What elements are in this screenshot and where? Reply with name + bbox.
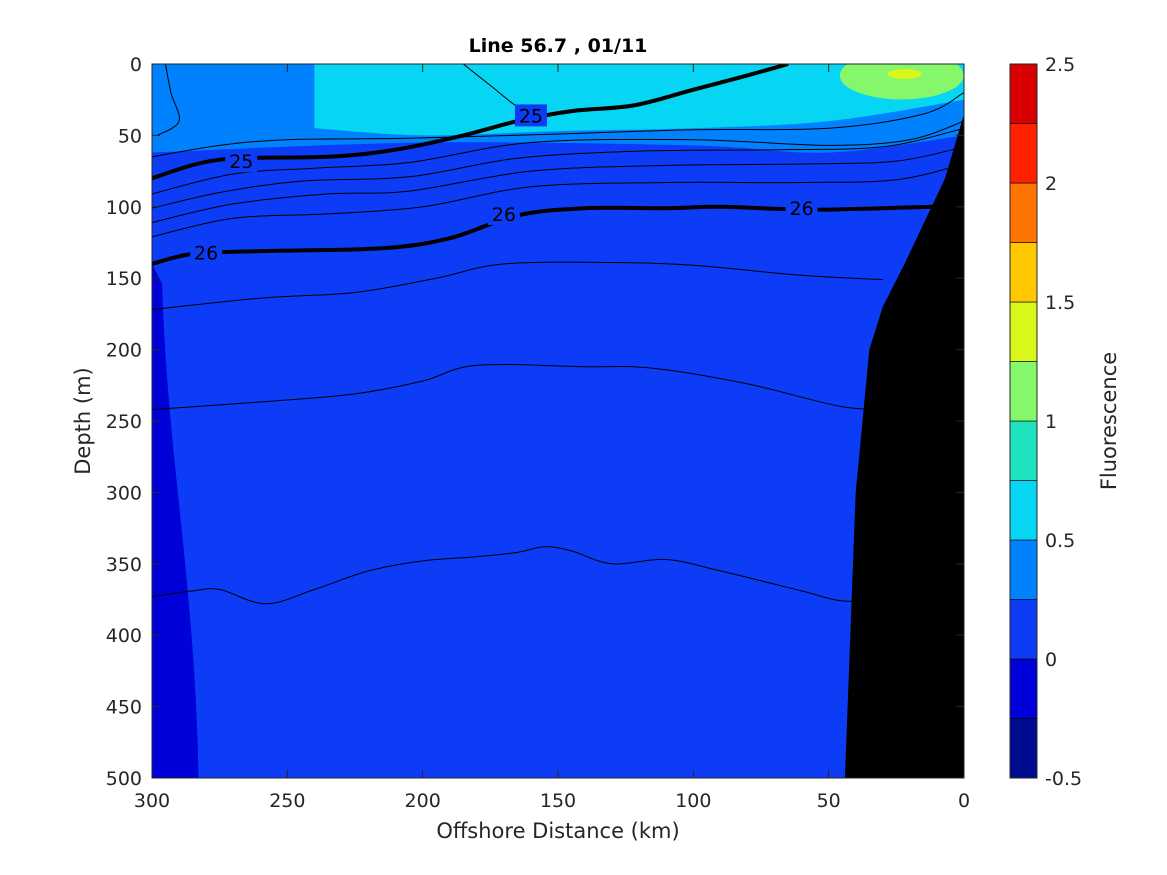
plot-area: 25 25 26 26 26 (152, 64, 964, 778)
colorbar-tick-label: 1 (1045, 411, 1057, 433)
colorbar-segment (1009, 63, 1038, 124)
isopycnal-line-5 (152, 146, 964, 223)
y-tick-label: 150 (106, 268, 142, 290)
y-tick-label: 50 (118, 125, 142, 147)
fill-region-upper-maximum (314, 64, 964, 136)
density-contours (152, 64, 964, 605)
fill-region-nearshore-peak (887, 68, 922, 79)
isopycnal-26 (152, 204, 964, 266)
y-tick-label: 400 (106, 625, 142, 647)
colorbar-segment (1009, 182, 1038, 243)
isopycnal-line-2 (152, 92, 964, 158)
x-tick-label: 250 (269, 790, 305, 812)
y-axis: 0 50 100 150 200 250 300 350 400 450 500 (106, 54, 964, 790)
colorbar-segment (1009, 123, 1038, 184)
colorbar-tick-label: 1.5 (1045, 292, 1075, 314)
colorbar-tick-label: -0.5 (1045, 768, 1082, 790)
seafloor-mask (844, 114, 964, 778)
isopycnal-line-9 (152, 546, 883, 605)
contour-label-bg (785, 197, 818, 220)
y-tick-label: 0 (130, 54, 142, 76)
y-tick-label: 200 (106, 340, 142, 362)
colorbar-segment (1009, 301, 1038, 362)
colorbar-segment (1009, 420, 1038, 481)
fill-region-nearshore-patch (839, 64, 964, 100)
isopycnal-line-3 (152, 120, 964, 195)
y-tick-label: 350 (106, 554, 142, 576)
contour-label-25: 25 (519, 105, 543, 127)
contour-label-26: 26 (492, 204, 516, 226)
base-fill-region (152, 64, 964, 778)
colorbar-segment (1009, 718, 1038, 779)
contour-label-25: 25 (229, 151, 253, 173)
colorbar-tick-label: 2.5 (1045, 54, 1075, 76)
y-axis-label: Depth (m) (71, 367, 95, 474)
colorbar-tick-label: 0 (1045, 649, 1057, 671)
colorbar-tick-label: 0.5 (1045, 530, 1075, 552)
x-tick-label: 300 (134, 790, 170, 812)
offshore-surface-line (157, 64, 180, 136)
x-axis-label: Offshore Distance (km) (436, 819, 679, 843)
x-tick-label: 150 (540, 790, 576, 812)
contour-label-bg (487, 202, 520, 225)
contour-label-26: 26 (790, 198, 814, 220)
bathymetry-mask (844, 114, 964, 778)
y-tick-label: 250 (106, 411, 142, 433)
fill-regions (152, 64, 964, 778)
isopycnal-line-8 (152, 363, 891, 411)
colorbar-frame (1009, 63, 1038, 779)
x-axis: 300 250 200 150 100 50 0 (134, 64, 970, 812)
y-tick-label: 450 (106, 697, 142, 719)
x-tick-label: 100 (675, 790, 711, 812)
isopycnal-line-7 (152, 261, 883, 311)
colorbar-segment (1009, 361, 1038, 422)
colorbar-segment (1009, 599, 1038, 660)
colorbar-label: Fluorescence (1097, 352, 1121, 490)
fill-region-offshore-deep-column (152, 263, 199, 778)
colorbar-segment (1009, 480, 1038, 541)
contour-labels: 25 25 26 26 26 (190, 104, 818, 264)
y-tick-label: 500 (106, 768, 142, 790)
isopycnal-line-6 (152, 163, 964, 238)
isopycnal-25 (152, 64, 789, 181)
contour-label-bg (225, 150, 258, 173)
contour-label-bg (190, 241, 223, 264)
contour-label-26: 26 (194, 242, 218, 264)
x-tick-label: 50 (817, 790, 841, 812)
x-tick-label: 200 (405, 790, 441, 812)
y-tick-label: 100 (106, 197, 142, 219)
colorbar-segment (1009, 658, 1038, 719)
colorbar-segment (1009, 539, 1038, 600)
chart-title: Line 56.7 , 01/11 (469, 35, 648, 57)
contour-label-bg (514, 104, 547, 127)
x-tick-label: 0 (958, 790, 970, 812)
isopycnal-line-4 (152, 127, 964, 209)
colorbar-segment (1009, 242, 1038, 303)
colorbar: 2.5 2 1.5 1 0.5 0 -0.5 (1009, 54, 1082, 790)
y-tick-label: 300 (106, 482, 142, 504)
colorbar-tick-label: 2 (1045, 173, 1057, 195)
